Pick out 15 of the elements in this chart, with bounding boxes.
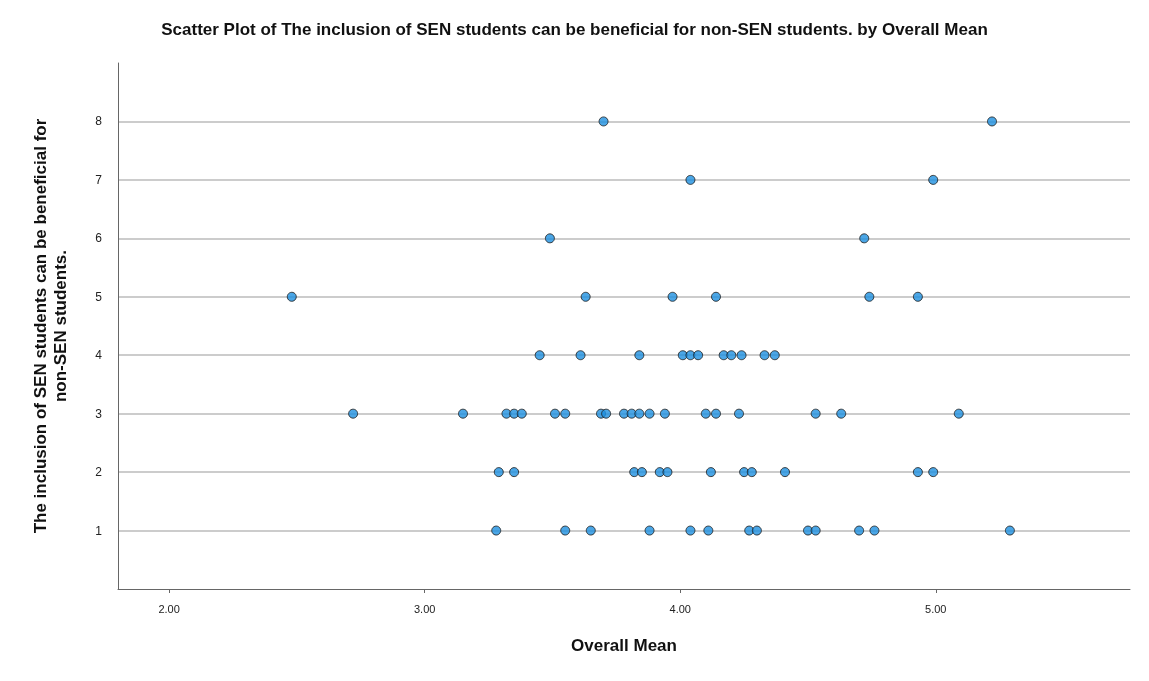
y-tick-label: 3 — [95, 406, 103, 421]
y-tick-label: 8 — [95, 114, 103, 129]
y-tick-label: 2 — [95, 465, 103, 480]
y-tick-label: 7 — [95, 172, 103, 187]
y-tick-label: 5 — [95, 289, 103, 304]
x-tick-label: 5.00 — [925, 602, 947, 615]
y-tick-label: 4 — [95, 348, 103, 363]
x-tick-label: 4.00 — [669, 602, 691, 615]
chart-title: Scatter Plot of The inclusion of SEN students can be beneficial for non-SEN students. by Overall Mean — [161, 20, 988, 39]
x-axis-title: Overall Mean — [571, 636, 677, 655]
x-tick-label: 3.00 — [413, 602, 436, 615]
y-tick-label: 6 — [95, 231, 103, 246]
x-tick-label: 2.00 — [158, 602, 180, 615]
y-tick-label: 1 — [95, 523, 103, 538]
y-axis-title: The inclusion of SEN students can be beneficial for non-SEN students. — [30, 118, 70, 534]
